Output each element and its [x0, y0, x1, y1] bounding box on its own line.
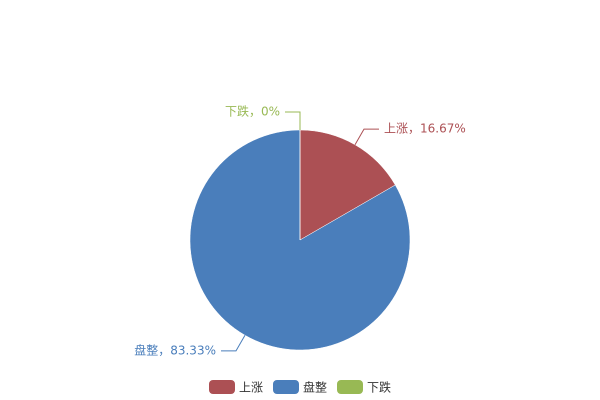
data-label: 下跌，0% [225, 104, 280, 119]
legend-label: 上涨 [239, 380, 263, 395]
pie-slice [299, 129, 396, 241]
label-line [220, 335, 246, 352]
label-line [354, 128, 380, 145]
legend-swatch [209, 380, 235, 394]
legend-label: 盘整 [303, 380, 327, 395]
label-line [285, 111, 301, 130]
data-label: 盘整，83.33% [134, 342, 216, 357]
legend-swatch [273, 380, 299, 394]
data-label: 上涨，16.67% [384, 121, 466, 136]
legend-label: 下跌 [367, 380, 391, 395]
legend-swatch [337, 380, 363, 394]
